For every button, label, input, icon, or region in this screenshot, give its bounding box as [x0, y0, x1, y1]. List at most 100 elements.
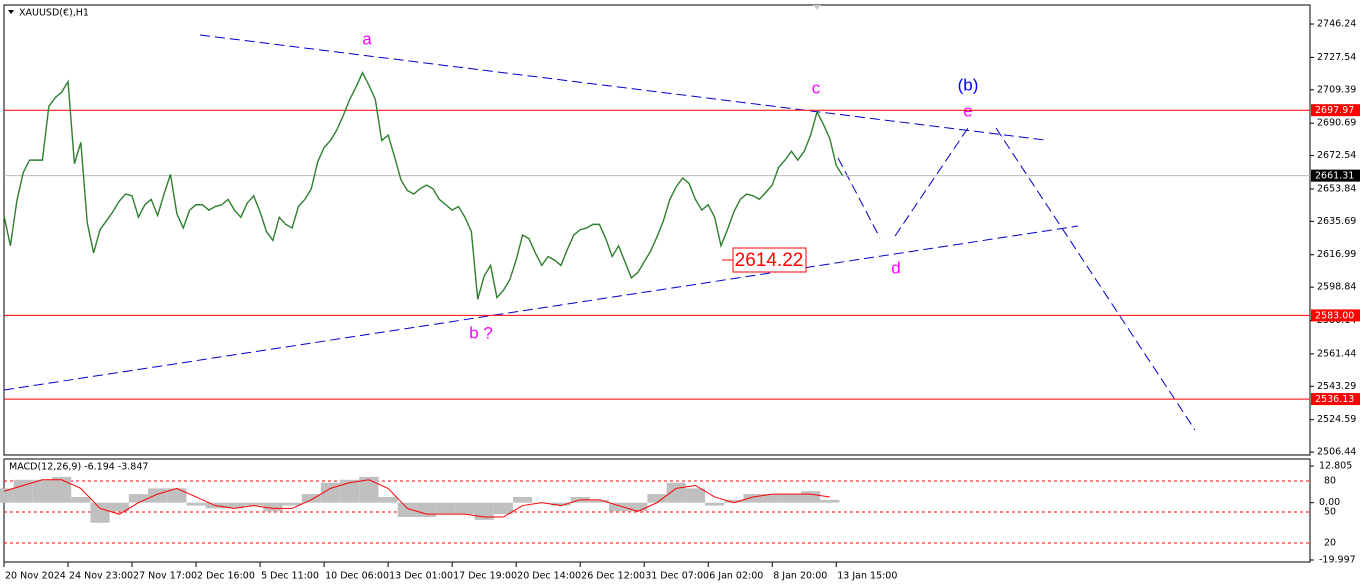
y-tick-label: 2543.29: [1317, 381, 1356, 392]
forecast-path: [894, 127, 969, 237]
x-tick-label: 20 Dec 14:00: [517, 571, 581, 582]
macd-bar: [301, 494, 321, 503]
y-tick-label: 2506.44: [1317, 447, 1356, 458]
trendlines: [3, 34, 1196, 431]
y-tick-label: 2727.54: [1317, 52, 1356, 63]
macd-bar: [820, 499, 840, 503]
x-tick-label: 13 Jan 15:00: [837, 571, 897, 582]
y-tick-label: 0.00: [1319, 497, 1340, 508]
level-box: [1311, 309, 1360, 322]
macd-bar: [685, 488, 706, 503]
macd-bar: [340, 479, 360, 503]
macd-bar: [320, 482, 341, 503]
y-tick-label: 2616.99: [1317, 249, 1356, 260]
y2-tick-label: 50: [1324, 506, 1336, 517]
chart-title: XAUUSD(€),H1: [19, 8, 89, 19]
y-tick-label: 2524.59: [1317, 414, 1356, 425]
macd-bar: [666, 482, 686, 503]
y2-tick-label: 80: [1324, 475, 1336, 486]
macd-bar: [512, 496, 533, 503]
price-label-box: [732, 247, 807, 273]
x-tick-label: 10 Dec 06:00: [325, 571, 389, 582]
level-box: [1311, 104, 1360, 117]
wave-label: a: [362, 29, 372, 48]
x-tick-label: 6 Jan 02:00: [709, 571, 763, 582]
macd-bar: [397, 502, 417, 518]
level-label: 2583.00: [1315, 310, 1354, 321]
level-box: [1311, 393, 1360, 406]
macd-bar: [90, 502, 110, 523]
price-label: 2614.22: [735, 250, 804, 271]
macd-bar: [551, 502, 571, 506]
x-tick-label: 20 Nov 2024: [5, 571, 66, 582]
x-tick-label: 26 Dec 12:00: [581, 571, 645, 582]
macd-bar: [416, 502, 437, 518]
price-line: [3, 71, 844, 300]
macd-bar: [263, 502, 283, 512]
macd-bar: [32, 479, 53, 503]
y-tick-label: 2598.84: [1317, 282, 1356, 293]
wave-label: (b): [958, 75, 979, 94]
price-panel: [3, 4, 1311, 456]
macd-bar: [282, 502, 302, 506]
macd-bar: [705, 502, 725, 506]
lower-trendline: [3, 225, 1079, 391]
macd-panel: [3, 458, 1311, 563]
macd-bar: [167, 488, 187, 503]
macd-bar: [801, 491, 821, 503]
macd-bar: [762, 494, 782, 503]
x-tick-label: 13 Dec 01:00: [389, 571, 453, 582]
macd-bar: [436, 502, 456, 515]
last-price-box: [1311, 169, 1360, 182]
level-label: 2697.97: [1315, 105, 1354, 116]
macd-bar: [647, 494, 667, 503]
y-tick-label: 2635.69: [1317, 216, 1356, 227]
forecast-path: [837, 157, 881, 239]
x-tick-label: 2 Dec 16:00: [197, 571, 255, 582]
y-tick-label: 12.805: [1319, 461, 1352, 472]
macd-bar: [743, 494, 763, 503]
macd-bar: [128, 494, 149, 503]
y-tick-label: 2690.69: [1317, 118, 1356, 129]
macd-bar: [13, 479, 33, 503]
macd-bar: [71, 496, 91, 503]
y-tick-label: -19.997: [1319, 554, 1356, 565]
macd-bar: [378, 496, 398, 503]
forecast-path: [995, 127, 1196, 431]
macd-bar: [493, 502, 513, 515]
y-tick-label: 2709.39: [1317, 84, 1356, 95]
macd-bar: [186, 502, 206, 506]
macd-bar: [455, 502, 475, 515]
x-tick-label: 5 Dec 11:00: [261, 571, 319, 582]
macd-bar: [628, 502, 648, 512]
scroll-marker: [813, 5, 821, 10]
macd-bar: [781, 494, 802, 503]
wave-label: d: [891, 258, 900, 277]
y-tick-label: 2672.54: [1317, 150, 1356, 161]
macd-bar: [474, 502, 494, 520]
wave-label: e: [963, 101, 972, 120]
macd-bar: [724, 499, 744, 503]
y2-tick-label: 20: [1324, 537, 1336, 548]
y-tick-label: 2561.44: [1317, 348, 1356, 359]
wave-label: c: [812, 78, 821, 97]
macd-bar: [109, 502, 129, 512]
macd-bar: [148, 488, 168, 503]
x-tick-label: 8 Jan 20:00: [773, 571, 827, 582]
macd-bar: [608, 502, 629, 512]
macd-bar: [52, 476, 72, 503]
last-price-label: 2661.31: [1315, 171, 1354, 182]
macd-bar: [359, 476, 379, 503]
signal-line: [3, 479, 830, 518]
level-label: 2536.13: [1315, 394, 1354, 405]
upper-trendline: [199, 34, 1046, 141]
macd-bar: [0, 488, 14, 503]
x-tick-label: 24 Nov 23:00: [69, 571, 133, 582]
wave-label: b ?: [469, 323, 493, 342]
menu-triangle[interactable]: [8, 10, 14, 14]
y-tick-label: 2746.24: [1317, 19, 1356, 30]
x-tick-label: 31 Dec 07:00: [645, 571, 709, 582]
macd-bar: [224, 502, 245, 509]
macd-title: MACD(12,26,9) -6.194 -3.847: [9, 462, 148, 473]
